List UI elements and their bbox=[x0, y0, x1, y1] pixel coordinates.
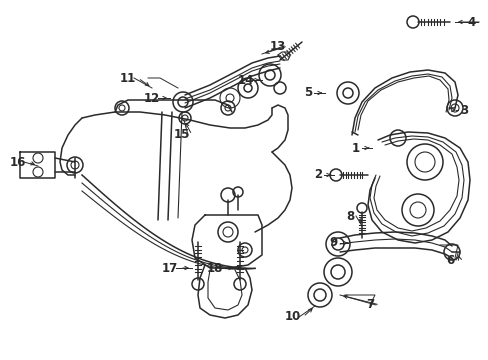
Text: 18: 18 bbox=[206, 261, 223, 274]
Text: 10: 10 bbox=[285, 310, 301, 324]
Text: 5: 5 bbox=[303, 86, 311, 99]
Text: 9: 9 bbox=[329, 237, 337, 249]
Text: 4: 4 bbox=[467, 15, 475, 28]
Text: 2: 2 bbox=[313, 168, 322, 181]
Text: 15: 15 bbox=[173, 129, 190, 141]
Text: 11: 11 bbox=[120, 72, 136, 85]
Text: 1: 1 bbox=[351, 141, 359, 154]
Text: 6: 6 bbox=[445, 253, 453, 266]
Text: 7: 7 bbox=[365, 298, 373, 311]
Text: 17: 17 bbox=[162, 261, 178, 274]
Text: 13: 13 bbox=[269, 40, 285, 53]
Text: 8: 8 bbox=[345, 210, 353, 222]
Text: 3: 3 bbox=[459, 104, 467, 117]
Text: 16: 16 bbox=[10, 156, 26, 168]
Text: 14: 14 bbox=[237, 73, 254, 86]
Text: 12: 12 bbox=[143, 91, 160, 104]
